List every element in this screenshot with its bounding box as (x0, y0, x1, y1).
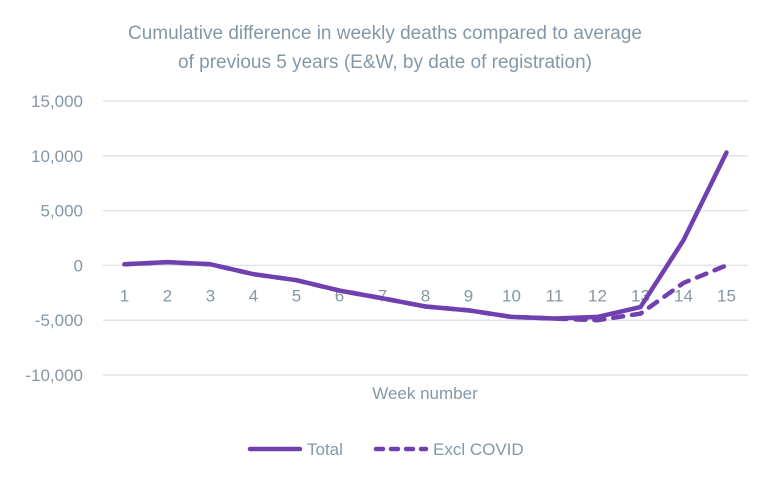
y-tick-label: 15,000 (31, 92, 83, 111)
x-axis-label: Week number (372, 384, 478, 403)
x-tick-label: 4 (249, 286, 258, 305)
x-tick-label: 8 (421, 286, 430, 305)
y-tick-label: 10,000 (31, 147, 83, 166)
x-tick-label: 11 (546, 286, 564, 305)
chart-title-line-1: Cumulative difference in weekly deaths c… (128, 23, 642, 44)
x-axis-ticks: 1 2 3 4 5 6 7 8 9 10 11 12 13 14 15 (120, 286, 736, 305)
legend-label-total: Total (307, 440, 343, 459)
y-tick-label: 0 (74, 256, 83, 275)
legend-label-excl-covid: Excl COVID (433, 440, 524, 459)
x-tick-label: 9 (464, 286, 473, 305)
y-tick-label: 5,000 (40, 202, 83, 221)
chart-title: Cumulative difference in weekly deaths c… (128, 23, 642, 73)
gridlines (103, 100, 748, 376)
x-tick-label: 14 (674, 286, 693, 305)
x-tick-label: 3 (206, 286, 215, 305)
y-tick-label: -5,000 (35, 311, 83, 330)
series-line-total (122, 150, 729, 321)
y-tick-label: -10,000 (25, 366, 83, 385)
chart-title-line-2: of previous 5 years (E&W, by date of reg… (178, 52, 592, 73)
x-tick-label: 6 (335, 286, 344, 305)
legend: Total Excl COVID (247, 440, 524, 459)
x-tick-label: 12 (588, 286, 607, 305)
y-axis-ticks: 15,000 10,000 5,000 0 -5,000 -10,000 (25, 92, 83, 385)
x-tick-label: 2 (163, 286, 172, 305)
x-tick-label: 5 (292, 286, 301, 305)
x-tick-label: 1 (120, 286, 129, 305)
x-tick-label: 7 (378, 286, 387, 305)
series-lines (122, 150, 729, 323)
x-tick-label: 15 (717, 286, 736, 305)
x-tick-label: 10 (502, 286, 521, 305)
